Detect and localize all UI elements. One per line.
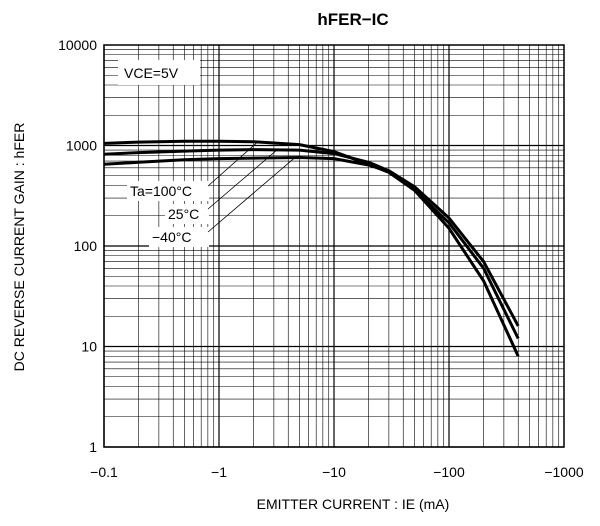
y-tick-label: 10000 — [58, 37, 97, 53]
series-line — [103, 156, 520, 357]
series-label: 25°C — [168, 206, 199, 222]
series-leader-line — [207, 141, 259, 187]
condition-label-box — [118, 60, 200, 85]
x-axis-label: EMITTER CURRENT : IE (mA) — [257, 496, 450, 512]
y-tick-label: 1000 — [66, 138, 97, 154]
series-leader-line — [207, 158, 295, 233]
condition-label: VCE=5V — [124, 65, 179, 81]
plot-frame — [103, 44, 565, 448]
series-label-bg — [165, 204, 209, 224]
x-tick-label: −0.1 — [90, 464, 118, 480]
y-axis-label: DC REVERSE CURRENT GAIN : hFER — [11, 123, 27, 372]
x-tick-label: −1 — [211, 464, 227, 480]
chart-title: hFER−IC — [317, 10, 388, 29]
y-tick-label: 1 — [89, 439, 97, 455]
series-label: Ta=100°C — [130, 183, 192, 199]
series-label-bg — [149, 227, 209, 247]
series-line — [103, 139, 520, 340]
x-tick-label: −10 — [322, 464, 346, 480]
series-label: −40°C — [152, 229, 191, 245]
series-label-bg — [127, 181, 209, 201]
series-line — [103, 148, 520, 327]
x-tick-label: −100 — [433, 464, 465, 480]
x-tick-label: −1000 — [544, 464, 584, 480]
series-leader-line — [207, 149, 278, 210]
y-tick-label: 10 — [81, 339, 97, 355]
y-tick-label: 100 — [74, 238, 98, 254]
